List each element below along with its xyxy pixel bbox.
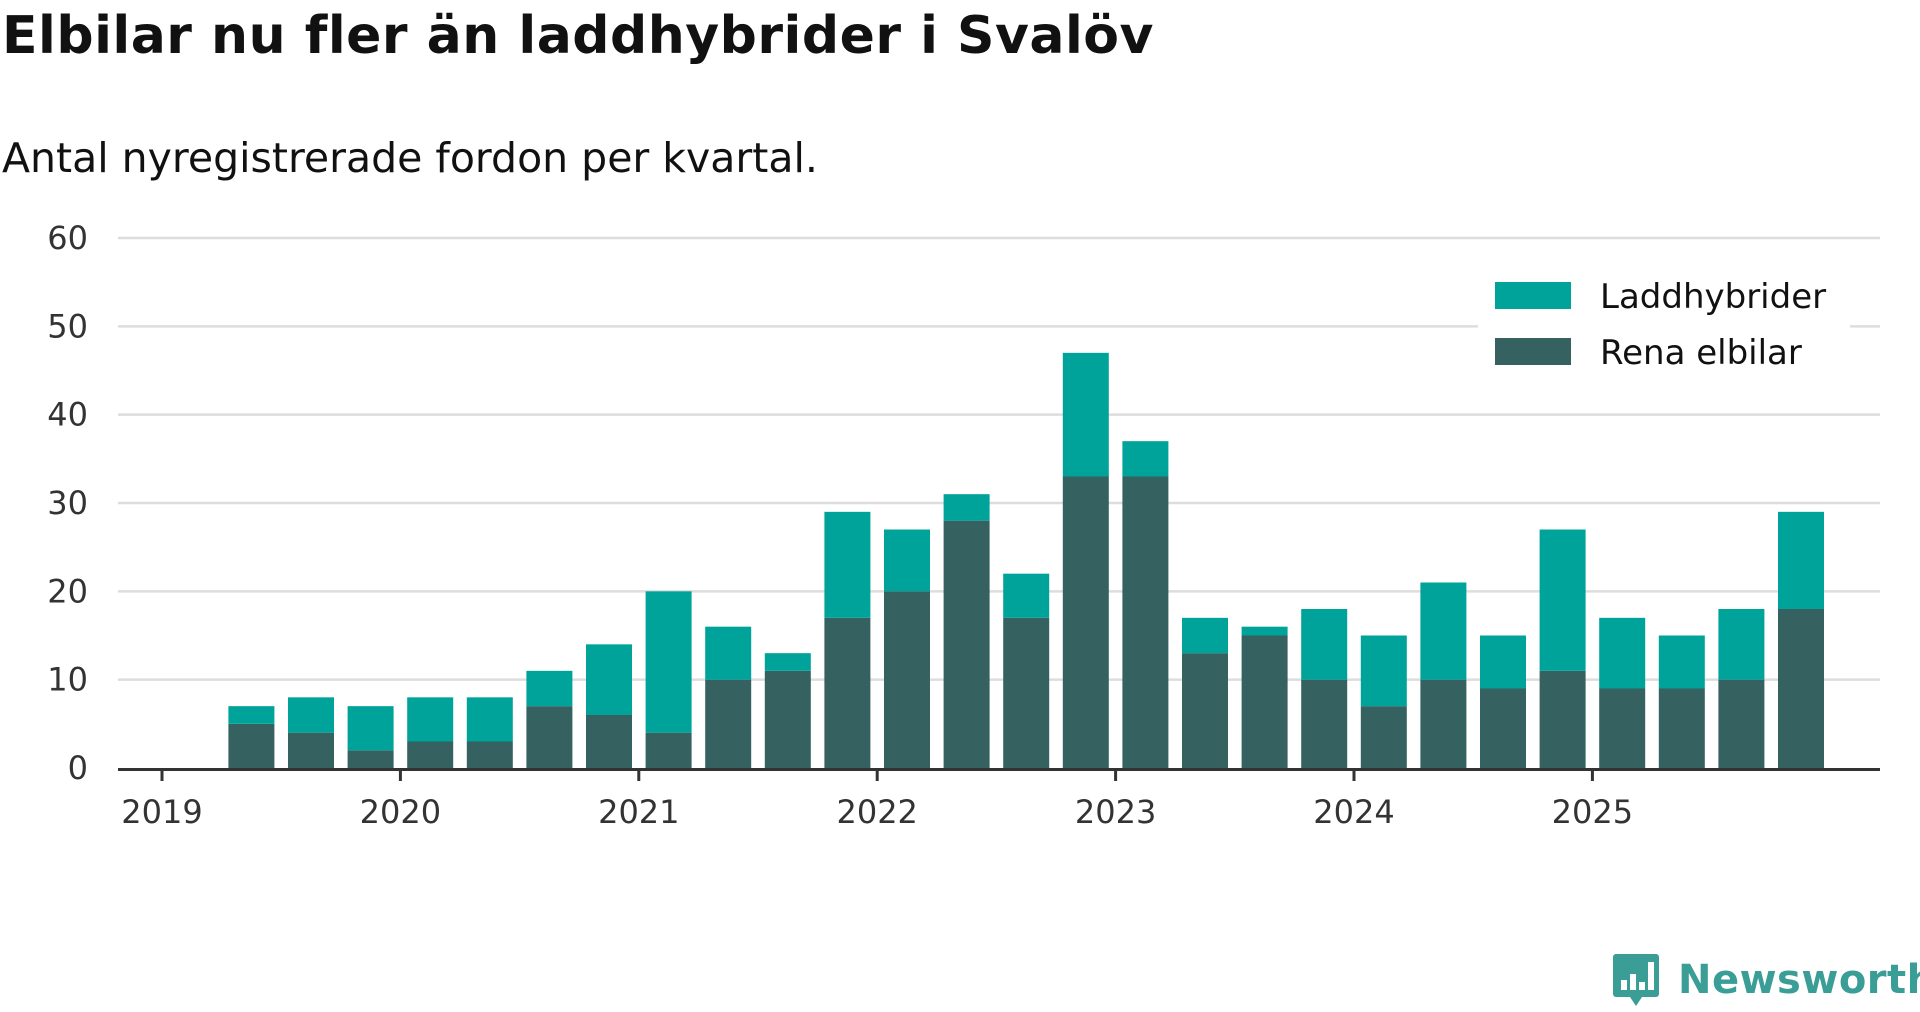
brand-logo: Newsworthy <box>1612 948 1920 1012</box>
bar-laddhybrider <box>288 697 334 733</box>
x-tick-label: 2019 <box>121 793 202 831</box>
bar-laddhybrider <box>824 511 871 618</box>
bar-rena-elbilar <box>1360 706 1407 768</box>
bar-laddhybrider <box>1122 441 1169 477</box>
bar-laddhybrider <box>1241 626 1288 636</box>
bar-laddhybrider <box>347 706 394 751</box>
legend-swatch-laddhybrider <box>1495 282 1571 309</box>
bar-rena-elbilar <box>645 732 692 768</box>
chart-title: Elbilar nu fler än laddhybrider i Svalöv <box>2 6 1154 66</box>
y-tick-label: 40 <box>47 396 88 434</box>
bar-laddhybrider <box>1778 511 1824 609</box>
bar-rena-elbilar <box>764 670 811 768</box>
x-tick-label: 2024 <box>1313 793 1394 831</box>
bar-laddhybrider <box>1658 635 1705 689</box>
bar-laddhybrider <box>1718 609 1765 680</box>
bar-rena-elbilar <box>526 706 573 768</box>
bar-laddhybrider <box>884 529 930 592</box>
chart-subtitle: Antal nyregistrerade fordon per kvartal. <box>2 134 818 182</box>
bar-rena-elbilar <box>1003 617 1050 768</box>
bar-laddhybrider <box>1301 609 1348 680</box>
x-tick-label: 2020 <box>360 793 441 831</box>
bar-laddhybrider <box>466 697 513 742</box>
bar-rena-elbilar <box>1420 679 1467 768</box>
legend-swatch-rena-elbilar <box>1495 338 1571 365</box>
bar-laddhybrider <box>228 706 275 724</box>
bar-rena-elbilar <box>466 741 513 768</box>
bar-rena-elbilar <box>347 750 394 768</box>
brand-name: Newsworthy <box>1678 957 1920 1003</box>
bar-laddhybrider <box>526 670 573 707</box>
y-tick-label: 0 <box>68 749 88 787</box>
bar-rena-elbilar <box>288 732 334 768</box>
y-tick-label: 30 <box>47 484 88 522</box>
bar-laddhybrider <box>1062 352 1109 477</box>
x-tick-label: 2022 <box>836 793 917 831</box>
x-tick-label: 2023 <box>1075 793 1156 831</box>
bar-rena-elbilar <box>705 679 752 768</box>
bar-laddhybrider <box>1480 635 1526 689</box>
bar-laddhybrider <box>407 697 454 742</box>
bar-laddhybrider <box>764 653 811 671</box>
legend-label-laddhybrider: Laddhybrider <box>1600 277 1826 317</box>
bar-laddhybrider <box>1360 635 1407 707</box>
bar-laddhybrider <box>645 591 692 733</box>
bar-laddhybrider <box>1182 617 1228 654</box>
bar-laddhybrider <box>1599 617 1646 689</box>
x-tick-label: 2025 <box>1552 793 1633 831</box>
bar-laddhybrider <box>586 644 632 715</box>
bar-rena-elbilar <box>1778 609 1824 768</box>
bars-layer <box>228 352 1824 768</box>
bar-rena-elbilar <box>1062 476 1109 768</box>
y-tick-label: 60 <box>47 219 88 257</box>
bar-rena-elbilar <box>1122 476 1169 768</box>
bar-rena-elbilar <box>1301 679 1348 768</box>
x-tick-label: 2021 <box>598 793 679 831</box>
y-tick-label: 20 <box>47 572 88 610</box>
y-tick-label: 10 <box>47 661 88 699</box>
bar-laddhybrider <box>943 494 990 521</box>
bar-rena-elbilar <box>228 723 275 768</box>
legend-label-rena-elbilar: Rena elbilar <box>1600 333 1802 373</box>
bar-rena-elbilar <box>407 741 454 768</box>
bar-rena-elbilar <box>884 591 930 768</box>
bar-laddhybrider <box>1420 582 1467 680</box>
bar-laddhybrider <box>1003 573 1050 618</box>
bar-rena-elbilar <box>1718 679 1765 768</box>
legend: Laddhybrider Rena elbilar <box>1478 265 1850 382</box>
bar-rena-elbilar <box>943 520 990 768</box>
bar-chart-bubble-icon <box>1613 954 1659 1006</box>
bar-rena-elbilar <box>1182 653 1228 768</box>
bar-rena-elbilar <box>1480 688 1526 768</box>
bar-laddhybrider <box>705 626 752 680</box>
bar-rena-elbilar <box>1241 635 1288 768</box>
y-tick-label: 50 <box>47 307 88 345</box>
bar-rena-elbilar <box>1599 688 1646 768</box>
bar-rena-elbilar <box>824 617 871 768</box>
bar-laddhybrider <box>1539 529 1586 671</box>
bar-rena-elbilar <box>1658 688 1705 768</box>
bar-rena-elbilar <box>1539 670 1586 768</box>
axis-layer: 2019 2020 2021 2022 2023 2024 2025 <box>118 768 1880 831</box>
bar-rena-elbilar <box>586 715 632 768</box>
